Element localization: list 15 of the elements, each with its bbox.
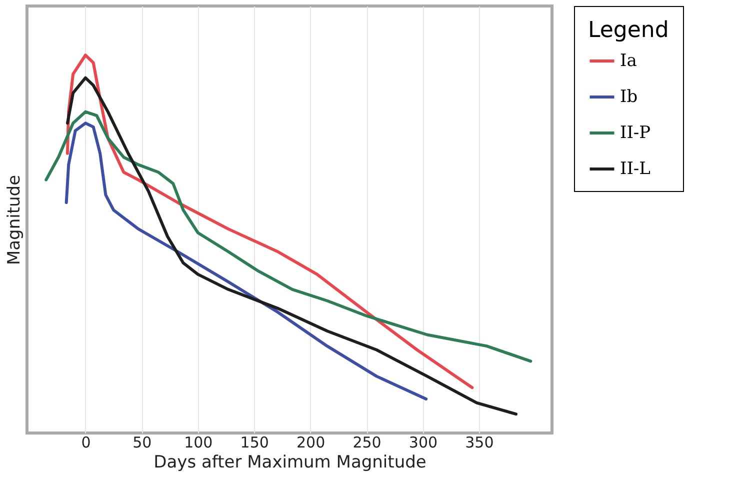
x-tick-label: 350 — [465, 434, 494, 452]
legend-label: Ib — [620, 87, 638, 107]
x-tick-label: 200 — [296, 434, 326, 452]
x-tick-label: 300 — [408, 434, 438, 452]
x-tick-label: 250 — [352, 434, 382, 452]
x-tick-label: 150 — [240, 434, 269, 452]
x-tick-label: 50 — [132, 434, 152, 452]
legend-label: II-L — [620, 159, 650, 179]
legend-title: Legend — [588, 18, 669, 43]
x-tick-label: 0 — [81, 434, 91, 452]
legend-label: II-P — [620, 123, 651, 143]
x-axis-title: Days after Maximum Magnitude — [154, 452, 426, 472]
y-axis-title: Magnitude — [4, 174, 24, 266]
x-tick-label: 100 — [184, 434, 213, 452]
legend-label: Ia — [620, 51, 637, 71]
